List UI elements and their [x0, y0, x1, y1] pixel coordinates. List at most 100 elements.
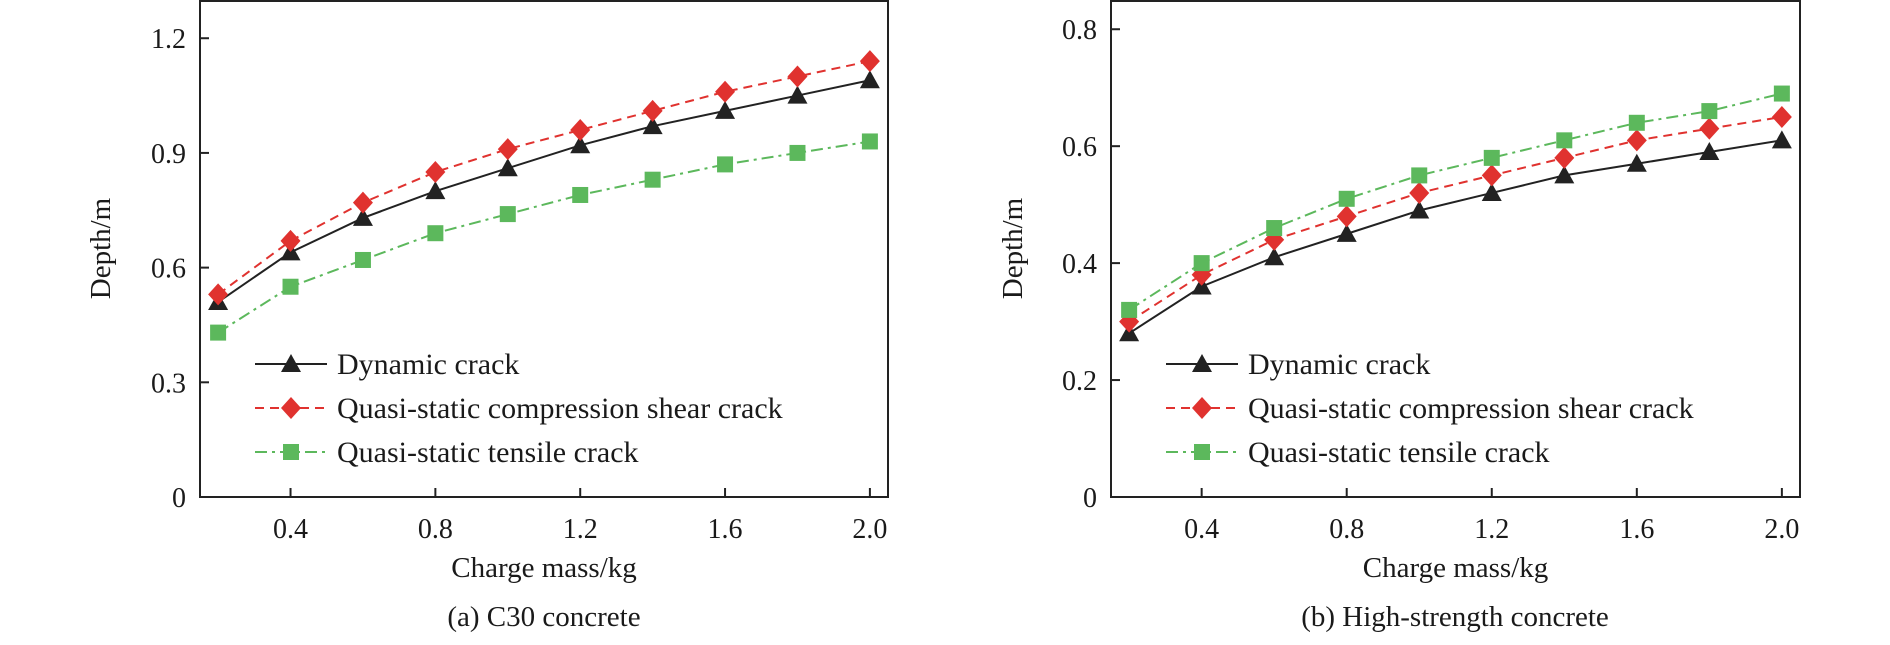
data-point: [425, 181, 446, 200]
data-point: [1481, 182, 1502, 201]
y-tick-label: 0: [172, 483, 186, 514]
x-tick-label: 2.0: [852, 514, 887, 545]
y-axis-label: Depth/m: [85, 197, 117, 299]
panel-caption: (b) High-strength concrete: [1301, 601, 1609, 633]
data-point: [1264, 247, 1285, 266]
legend-marker: [1192, 397, 1212, 419]
data-point: [208, 283, 229, 306]
data-point: [210, 324, 227, 341]
data-point: [715, 100, 736, 119]
data-point: [499, 206, 516, 223]
x-tick-label: 1.6: [1619, 514, 1654, 545]
data-point: [572, 186, 589, 203]
data-point: [642, 116, 663, 135]
data-point: [1626, 129, 1647, 152]
y-tick-label: 1.2: [151, 24, 186, 55]
y-tick-label: 0.2: [1062, 366, 1097, 397]
x-tick-label: 0.4: [1184, 514, 1219, 545]
series-triangle: [1119, 130, 1792, 342]
data-point: [1771, 130, 1792, 149]
data-point: [1409, 200, 1430, 219]
data-point: [354, 251, 371, 268]
data-point: [787, 65, 808, 88]
data-point: [1338, 190, 1355, 207]
series-line: [217, 79, 871, 303]
y-tick-label: 0.4: [1062, 249, 1097, 280]
legend-label: Quasi-static tensile crack: [337, 436, 639, 469]
data-point: [642, 99, 663, 122]
x-tick-label: 0.4: [273, 514, 308, 545]
data-point: [282, 278, 299, 295]
series-line: [1128, 92, 1783, 311]
x-tick-label: 2.0: [1764, 514, 1799, 545]
data-point: [859, 50, 880, 73]
legend: Dynamic crack Quasi-static compression sh…: [255, 348, 783, 469]
legend-label: Dynamic crack: [337, 348, 519, 381]
data-point: [1193, 255, 1210, 272]
series-square: [210, 133, 878, 341]
plot-frame: [199, 0, 889, 498]
data-point: [1699, 117, 1720, 140]
data-point: [1554, 146, 1575, 169]
series-diamond: [1119, 105, 1792, 333]
data-point: [1411, 167, 1428, 184]
data-point: [1409, 181, 1430, 204]
legend-marker: [1192, 354, 1212, 372]
legend-marker: [1194, 444, 1210, 460]
series-line: [1128, 115, 1783, 323]
data-point: [1121, 301, 1138, 318]
series-square: [1121, 85, 1790, 318]
data-point: [1336, 205, 1357, 228]
series-line: [1128, 139, 1783, 335]
data-point: [425, 161, 446, 184]
legend-label: Quasi-static compression shear crack: [1248, 392, 1694, 425]
legend-marker: [281, 354, 301, 372]
data-point: [1628, 114, 1645, 131]
data-point: [352, 207, 373, 226]
y-tick-label: 0: [1083, 483, 1097, 514]
panel-a: 0.4 0.8 1.2 1.6 2.0 0 0.3 0.6 0.9 1.2 Charge mass/…: [85, 0, 889, 633]
y-tick-label: 0.6: [151, 254, 186, 285]
x-tick-label: 1.2: [563, 514, 598, 545]
data-point: [1626, 153, 1647, 172]
data-point: [789, 144, 806, 161]
data-point: [861, 133, 878, 150]
plot-frame: [1110, 0, 1801, 498]
y-tick-label: 0.8: [1062, 15, 1097, 46]
y-tick-label: 0.9: [151, 139, 186, 170]
legend-label: Quasi-static compression shear crack: [337, 392, 783, 425]
series-triangle: [208, 70, 880, 311]
data-point: [1481, 164, 1502, 187]
series-line: [217, 60, 871, 296]
data-point: [352, 191, 373, 214]
y-axis-label: Depth/m: [997, 197, 1029, 299]
data-point: [1699, 142, 1720, 161]
legend-label: Quasi-static tensile crack: [1248, 436, 1550, 469]
data-point: [787, 85, 808, 104]
data-point: [859, 70, 880, 89]
legend-marker: [281, 397, 301, 419]
data-point: [1336, 223, 1357, 242]
series-diamond: [208, 50, 880, 306]
panel-caption: (a) C30 concrete: [447, 601, 640, 633]
data-point: [570, 135, 591, 154]
x-tick-label: 1.6: [708, 514, 743, 545]
legend: Dynamic crack Quasi-static compression sh…: [1166, 348, 1694, 469]
x-axis-label: Charge mass/kg: [1363, 552, 1549, 584]
x-tick-label: 0.8: [1329, 514, 1364, 545]
data-point: [715, 80, 736, 103]
data-point: [570, 118, 591, 141]
data-point: [644, 171, 661, 188]
data-point: [1554, 165, 1575, 184]
data-point: [1266, 220, 1283, 237]
series-line: [217, 140, 871, 334]
data-point: [497, 158, 518, 177]
data-point: [1773, 85, 1790, 102]
x-axis-label: Charge mass/kg: [451, 552, 637, 584]
data-point: [1556, 132, 1573, 149]
data-point: [1701, 103, 1718, 120]
x-tick-label: 1.2: [1474, 514, 1509, 545]
panel-b: 0.4 0.8 1.2 1.6 2.0 0 0.2 0.4 0.6 0.8 Charge mass/…: [997, 0, 1801, 633]
